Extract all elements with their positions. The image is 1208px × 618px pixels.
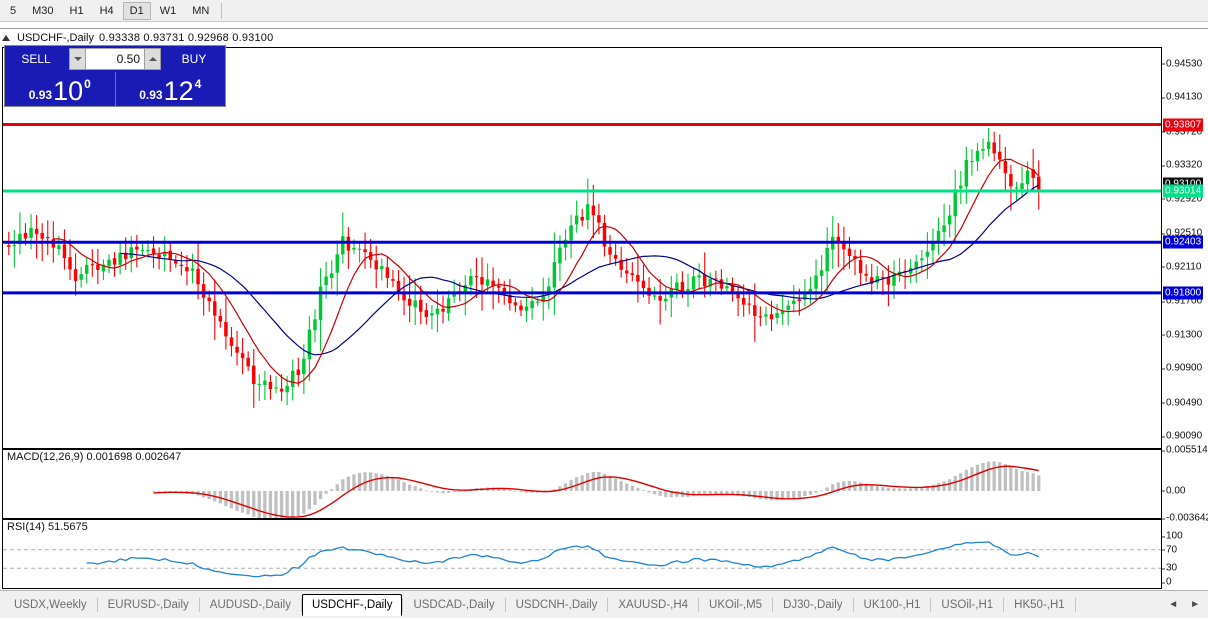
rsi-tick: 100 — [1162, 530, 1183, 542]
tab-eurusd-daily[interactable]: EURUSD-,Daily — [107, 598, 189, 611]
price-tick: 0.91300 — [1161, 329, 1203, 341]
rsi-tick: 70 — [1161, 544, 1178, 556]
tab-dj30-daily[interactable]: DJ30-,Daily — [783, 598, 843, 611]
chart-window: USDCHF-,Daily 0.93338 0.93731 0.92968 0.… — [0, 28, 1208, 606]
chart-ohlc-values: 0.93338 0.93731 0.92968 0.93100 — [99, 32, 274, 44]
timeframe-button-h4[interactable]: H4 — [99, 4, 114, 17]
level-badge-0.92403[interactable]: 0.92403 — [1163, 235, 1204, 249]
timeframe-button-5[interactable]: 5 — [10, 4, 17, 17]
timeframe-button-w1[interactable]: W1 — [159, 4, 177, 17]
price-tick: 0.92110 — [1161, 261, 1202, 273]
level-badge-0.93807[interactable]: 0.93807 — [1163, 118, 1204, 132]
timeframe-button-h1[interactable]: H1 — [69, 4, 84, 17]
price-tick: 0.93320 — [1161, 159, 1203, 171]
macd-tick: -0.003642 — [1161, 513, 1208, 524]
tab-separator — [300, 597, 302, 612]
rsi-plot — [3, 541, 1161, 578]
tab-usdchf-daily[interactable]: USDCHF-,Daily — [301, 593, 403, 616]
chart-header: USDCHF-,Daily 0.93338 0.93731 0.92968 0.… — [2, 31, 273, 45]
timeframe-button-d1[interactable]: D1 — [122, 1, 151, 20]
candlestick-plot — [3, 123, 1161, 408]
sell-button[interactable]: SELL — [5, 47, 67, 71]
price-tick: 0.91700 — [1161, 295, 1203, 307]
rsi-scale: 100 70 30 0 — [1161, 519, 1208, 589]
sell-price-point: 0 — [84, 77, 91, 91]
price-tick: 0.92510 — [1161, 227, 1203, 239]
volume-input[interactable]: 0.50 — [86, 48, 144, 70]
buy-price-prefix: 0.93 — [139, 88, 163, 102]
tab-separator — [504, 597, 506, 612]
tab-scroll-left-icon[interactable]: ◄ — [1168, 599, 1179, 610]
tab-usdx-weekly[interactable]: USDX,Weekly — [14, 598, 87, 611]
tab-usdcad-daily[interactable]: USDCAD-,Daily — [413, 598, 495, 611]
tab-separator — [930, 597, 932, 612]
trade-panel-controls: SELL 0.50 BUY — [5, 46, 225, 72]
volume-increase-button[interactable] — [144, 48, 161, 70]
one-click-trade-panel: SELL 0.50 BUY 0.93 10 0 0.93 12 4 — [4, 45, 226, 107]
rsi-pane[interactable]: RSI(14) 51.5675 — [2, 519, 1162, 589]
rsi-tick: 0 — [1162, 576, 1172, 588]
macd-tick: 0.005514 — [1162, 444, 1208, 456]
price-tick: 0.94530 — [1161, 58, 1203, 70]
price-tick: 0.94130 — [1161, 91, 1203, 103]
macd-pane[interactable]: MACD(12,26,9) 0.001698 0.002647 — [2, 449, 1162, 519]
chart-tab-bar: USDX,Weekly EURUSD-,Daily AUDUSD-,Daily USD… — [0, 590, 1208, 618]
tab-audusd-daily[interactable]: AUDUSD-,Daily — [209, 598, 291, 611]
sell-price-prefix: 0.93 — [28, 88, 53, 102]
tab-uk100-h1[interactable]: UK100-,H1 — [863, 598, 921, 611]
sell-price-main: 10 — [53, 76, 84, 106]
buy-price-point: 4 — [194, 77, 202, 91]
level-badge-0.91800[interactable]: 0.91800 — [1163, 286, 1204, 300]
price-tick: 0.93720 — [1161, 126, 1203, 138]
tab-usdcnh-daily[interactable]: USDCNH-,Daily — [515, 598, 598, 611]
tab-xauusd-h4[interactable]: XAUUSD-,H4 — [618, 598, 689, 611]
tab-separator — [96, 597, 98, 612]
level-badge-0.93014[interactable]: 0.93014 — [1163, 184, 1204, 198]
price-tick: 0.90490 — [1161, 397, 1203, 409]
macd-label: MACD(12,26,9) 0.001698 0.002647 — [7, 451, 182, 463]
price-tick: 0.92920 — [1161, 193, 1203, 205]
tab-navigation: ◄ ► — [1168, 599, 1208, 610]
tab-separator — [1074, 597, 1076, 612]
toolbar-separator — [221, 2, 223, 19]
volume-decrease-button[interactable] — [69, 48, 86, 70]
chart-symbol-label: USDCHF-,Daily — [17, 32, 94, 44]
trade-panel-prices: 0.93 10 0 0.93 12 4 — [5, 72, 225, 106]
chevron-down-icon — [73, 57, 82, 61]
price-scale[interactable]: 0.94530 0.94130 0.93720 0.93320 0.92920 0.925… — [1161, 47, 1208, 449]
buy-price[interactable]: 0.93 12 4 — [114, 72, 226, 106]
buy-button[interactable]: BUY — [163, 47, 225, 71]
tab-usoil-h1[interactable]: USOil-,H1 — [941, 598, 994, 611]
macd-plot — [151, 461, 1041, 518]
tab-separator — [1003, 597, 1005, 612]
rsi-tick: 30 — [1161, 562, 1178, 574]
tab-separator — [607, 597, 609, 612]
timeframe-button-mn[interactable]: MN — [192, 4, 210, 17]
volume-stepper[interactable]: 0.50 — [69, 48, 161, 70]
tab-separator — [698, 597, 700, 612]
price-tick: 0.90900 — [1161, 362, 1203, 374]
price-chart-pane[interactable] — [2, 47, 1162, 449]
sell-price[interactable]: 0.93 10 0 — [5, 72, 115, 106]
buy-price-main: 12 — [163, 76, 194, 106]
tab-hk50-h1[interactable]: HK50-,H1 — [1014, 598, 1065, 611]
tab-separator — [198, 597, 200, 612]
collapse-triangle-icon[interactable] — [2, 35, 10, 41]
tab-separator — [402, 597, 404, 612]
tab-scroll-right-icon[interactable]: ► — [1190, 599, 1200, 610]
tab-separator — [852, 597, 854, 612]
tab-ukoil-m5[interactable]: UKOil-,M5 — [709, 598, 763, 611]
price-tick: 0.90090 — [1161, 430, 1203, 442]
macd-tick: 0.00 — [1161, 485, 1186, 497]
macd-scale: 0.005514 0.00 -0.003642 — [1161, 445, 1208, 524]
rsi-label: RSI(14) 51.5675 — [7, 521, 88, 533]
chevron-up-icon — [148, 57, 157, 61]
timeframe-toolbar: 5 M30 H1 H4 D1 W1 MN — [0, 0, 1208, 22]
timeframe-button-m30[interactable]: M30 — [32, 4, 54, 17]
tab-separator — [772, 597, 774, 612]
